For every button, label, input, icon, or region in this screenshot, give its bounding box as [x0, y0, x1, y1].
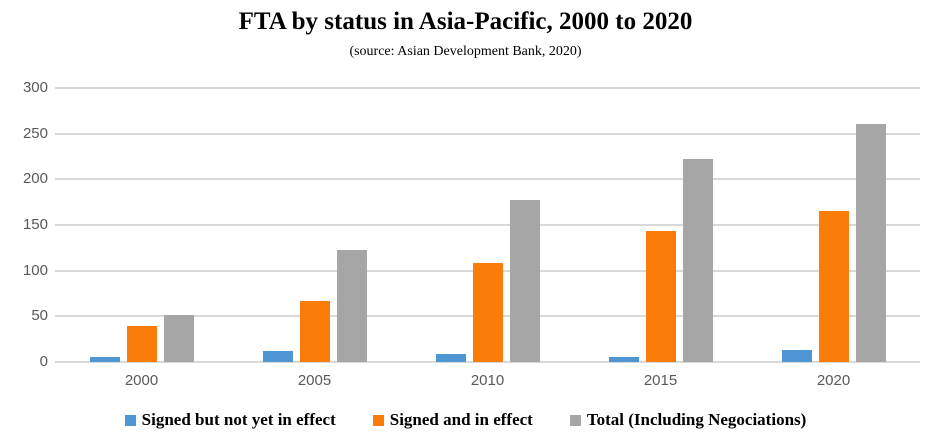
- bar-series3-2020: [855, 123, 886, 362]
- legend-label: Signed but not yet in effect: [141, 410, 336, 429]
- y-axis-tick-label: 100: [22, 261, 48, 279]
- gridline: [55, 361, 920, 363]
- bar-series3-2010: [509, 200, 540, 362]
- chart-subtitle: (source: Asian Development Bank, 2020): [349, 44, 582, 59]
- gridline: [55, 87, 920, 89]
- plot-area: 0 50 100 150 200 250 300 2000 2005 2010 2015 2020: [23, 79, 920, 389]
- legend-swatch: [124, 414, 136, 426]
- x-axis-tick-label: 2000: [124, 372, 159, 389]
- gridline: [55, 224, 920, 226]
- y-axis-tick-label: 250: [22, 124, 48, 142]
- legend-item: Signed but not yet in effect: [124, 410, 336, 430]
- x-axis-tick-label: 2005: [297, 372, 332, 389]
- bar-series1-2020: [781, 350, 812, 362]
- y-axis-tick-label: 50: [31, 307, 48, 325]
- bar-series1-2000: [89, 356, 120, 362]
- chart-title: FTA by status in Asia-Pacific, 2000 to 2…: [238, 8, 693, 35]
- bar-series3-2015: [682, 159, 713, 362]
- bar-series1-2005: [262, 351, 293, 362]
- bar-series2-2020: [818, 211, 849, 362]
- legend: Signed but not yet in effect Signed and i…: [0, 410, 931, 430]
- legend-swatch: [569, 414, 581, 426]
- bar-series2-2010: [472, 263, 503, 362]
- bar-series2-2015: [645, 231, 676, 362]
- bar-series1-2010: [435, 353, 466, 362]
- legend-item: Signed and in effect: [372, 410, 533, 430]
- bar-series3-2000: [163, 315, 194, 362]
- bar-series1-2015: [608, 357, 639, 362]
- y-axis-tick-label: 200: [22, 170, 48, 188]
- x-axis-tick-label: 2010: [470, 372, 505, 389]
- y-axis-tick-label: 300: [22, 79, 48, 96]
- gridline: [55, 132, 920, 135]
- y-axis-tick-label: 0: [39, 353, 48, 370]
- y-axis-tick-label: 150: [22, 216, 48, 233]
- x-axis-tick-label: 2020: [816, 372, 851, 389]
- legend-label: Signed and in effect: [389, 410, 533, 429]
- gridline: [55, 178, 920, 181]
- bar-series2-2005: [299, 300, 330, 362]
- bar-series3-2005: [336, 249, 367, 362]
- legend-swatch: [372, 414, 384, 426]
- bar-series2-2000: [126, 326, 157, 362]
- legend-item: Total (Including Negociations): [569, 410, 807, 430]
- legend-label: Total (Including Negociations): [586, 410, 807, 429]
- x-axis-tick-label: 2015: [643, 372, 678, 389]
